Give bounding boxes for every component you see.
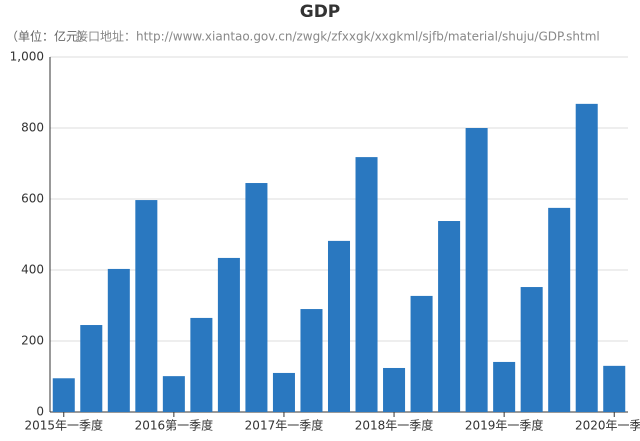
bar (383, 367, 406, 412)
bar (52, 378, 75, 412)
bar (410, 295, 433, 412)
chart-title: GDP (300, 2, 341, 22)
bar (438, 221, 461, 412)
x-tick-label: 2017年一季度 (245, 418, 324, 433)
bar (493, 361, 516, 412)
y-tick-label: 600 (21, 192, 44, 206)
bar (135, 200, 158, 412)
x-tick-label: 2019年一季度 (465, 418, 544, 433)
y-tick-label: 400 (21, 263, 44, 277)
x-tick-label: 2020年一季度 (575, 418, 640, 433)
bar (80, 325, 103, 412)
bar (355, 157, 378, 412)
bar (300, 309, 323, 412)
y-tick-label: 1,000 (10, 50, 44, 64)
bar (217, 257, 240, 412)
bar (272, 372, 295, 412)
bar (603, 365, 626, 412)
x-tick-label: 2016第一季度 (135, 418, 214, 433)
bar (162, 376, 185, 412)
chart-subtitle: （单位：亿元） (6, 29, 90, 44)
y-tick-label: 800 (21, 121, 44, 135)
bar (520, 287, 543, 412)
bar (548, 207, 571, 412)
bar (327, 240, 351, 412)
bar (465, 128, 488, 412)
x-tick-label: 2018年一季度 (355, 418, 434, 433)
y-tick-label: 200 (21, 334, 44, 348)
bar (107, 268, 130, 412)
bar (575, 103, 598, 413)
annotation: 接口地址：http://www.xiantao.gov.cn/zwgk/zfxx… (76, 29, 600, 44)
bar (190, 317, 213, 412)
x-tick-label: 2015年一季度 (24, 418, 103, 433)
bar (245, 183, 268, 412)
y-tick-label: 0 (36, 405, 44, 419)
